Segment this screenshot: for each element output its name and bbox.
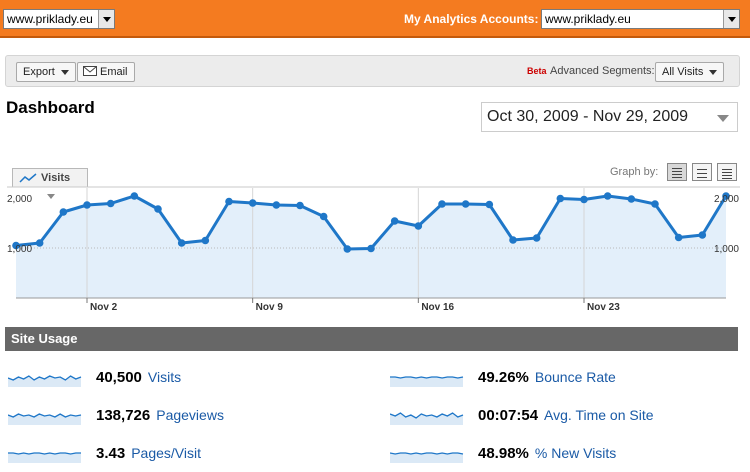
x-tick-label: Nov 16 [421, 302, 454, 313]
sparkline-icon [390, 452, 464, 463]
data-point [509, 236, 517, 244]
graph-by-month-button[interactable] [717, 163, 737, 181]
metric-label-link[interactable]: % New Visits [534, 445, 617, 461]
segment-select-value: All Visits [662, 66, 704, 78]
data-point [556, 194, 565, 203]
date-range-value: Oct 30, 2009 - Nov 29, 2009 [487, 108, 689, 125]
data-point [177, 239, 186, 247]
chevron-down-icon [60, 69, 69, 75]
data-point [698, 231, 707, 239]
data-point [461, 200, 470, 208]
data-point [130, 192, 139, 200]
data-point [83, 201, 91, 209]
metric-label-link[interactable]: Avg. Time on Site [544, 407, 654, 423]
chevron-down-icon [717, 115, 729, 122]
top-bar: www.priklady.eu My Analytics Accounts: w… [0, 0, 750, 38]
metric-value: 49.26% Bounce Rate [478, 369, 616, 386]
data-point [603, 192, 612, 200]
data-point [343, 245, 352, 253]
toolbar: Export Email Beta Advanced Segments: All… [5, 55, 740, 87]
beta-badge: Beta [527, 66, 547, 76]
chevron-down-icon [47, 193, 55, 199]
metric-value: 00:07:54 Avg. Time on Site [478, 407, 654, 424]
data-point [674, 233, 683, 242]
metric-tab-label: Visits [41, 172, 71, 184]
data-point [35, 239, 44, 247]
x-tick-label: Nov 2 [90, 302, 118, 313]
data-point [59, 208, 68, 216]
data-point [296, 201, 304, 210]
export-label: Export [23, 66, 55, 78]
metric-value: 3.43 Pages/Visit [96, 445, 201, 462]
sparkline-icon [8, 413, 82, 425]
date-range-picker[interactable]: Oct 30, 2009 - Nov 29, 2009 [481, 102, 738, 132]
chevron-down-icon [709, 69, 718, 75]
data-point [532, 234, 541, 242]
metric-value: 40,500 Visits [96, 369, 182, 386]
y-tick-label-left: 1,000 [7, 244, 32, 255]
accounts-select[interactable]: www.priklady.eu [541, 9, 740, 29]
y-tick-label-right: 1,000 [714, 244, 739, 255]
metric-value: 138,726 Pageviews [96, 407, 224, 424]
metric-value: 48.98%% New Visits [478, 445, 617, 462]
chevron-down-icon [98, 10, 114, 28]
sparkline-icon [390, 412, 464, 425]
data-point [272, 201, 281, 209]
metric-label-link[interactable]: Pageviews [156, 407, 224, 423]
sparkline-icon [390, 376, 464, 387]
visits-chart: 2,000 2,000 1,000 1,000 Nov 2 Nov 9 Nov 16 Nov … [7, 186, 740, 313]
graph-by-day-button[interactable] [667, 163, 687, 181]
x-tick-label: Nov 23 [587, 302, 620, 313]
data-point [580, 195, 588, 204]
metric-select-tab[interactable]: Visits [12, 168, 88, 199]
export-button[interactable]: Export [16, 62, 76, 82]
line-chart-icon [19, 173, 37, 183]
advanced-segments-label: Advanced Segments: [550, 65, 655, 77]
data-point [485, 200, 494, 209]
data-point [154, 205, 162, 213]
data-point [201, 236, 210, 245]
graph-by-week-button[interactable] [692, 163, 712, 181]
data-point [12, 241, 20, 250]
metric-label-link[interactable]: Bounce Rate [534, 369, 616, 385]
sparkline-icon [8, 452, 81, 463]
data-point [722, 192, 730, 200]
data-point [248, 199, 257, 207]
segment-select[interactable]: All Visits [655, 62, 725, 82]
envelope-icon [83, 66, 97, 76]
sparkline-icon [8, 375, 82, 387]
data-point [438, 200, 446, 208]
data-point [106, 199, 115, 208]
accounts-label: My Analytics Accounts: [404, 12, 539, 26]
data-point [367, 244, 375, 253]
x-tick-label: Nov 9 [256, 302, 284, 313]
page-title: Dashboard [6, 98, 95, 117]
email-button[interactable]: Email [77, 62, 135, 82]
profile-select-value: www.priklady.eu [7, 12, 93, 26]
data-point [319, 212, 328, 221]
accounts-select-value: www.priklady.eu [545, 12, 631, 26]
visits-area [16, 196, 726, 298]
data-point [390, 217, 399, 225]
chevron-down-icon [723, 10, 739, 28]
metric-label-link[interactable]: Visits [147, 369, 182, 385]
profile-select[interactable]: www.priklady.eu [3, 9, 115, 29]
data-point [225, 197, 233, 206]
email-label: Email [100, 66, 128, 78]
y-tick-label-right: 2,000 [714, 194, 739, 205]
data-point [414, 222, 423, 230]
site-usage-header: Site Usage [5, 327, 738, 351]
data-point [627, 195, 636, 203]
metric-label-link[interactable]: Pages/Visit [131, 445, 201, 461]
y-tick-label-left: 2,000 [7, 194, 32, 205]
graph-by-label: Graph by: [610, 166, 659, 178]
data-point [651, 200, 659, 208]
